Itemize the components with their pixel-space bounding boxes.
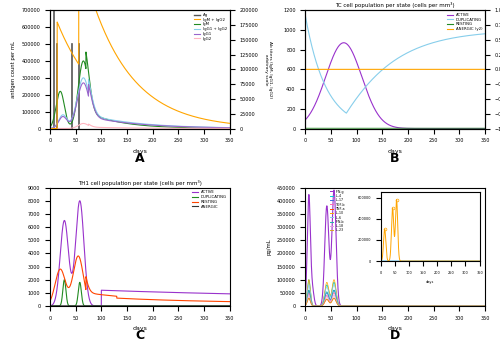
Y-axis label: pg/mL: pg/mL bbox=[266, 239, 271, 255]
Y-axis label: antigen count per mL: antigen count per mL bbox=[11, 41, 16, 98]
Text: B: B bbox=[390, 152, 400, 165]
Legend: ACTIVE, DUPLICATING, RESTING, ANERGIC (y2): ACTIVE, DUPLICATING, RESTING, ANERGIC (y… bbox=[446, 12, 483, 32]
Text: D: D bbox=[390, 329, 400, 340]
Text: C: C bbox=[136, 329, 144, 340]
Legend: IFN-g, IL-4, IL-17, TGF-b, TNF-a, IL-10, IL-6, IFN-b, IL-18, IL-23: IFN-g, IL-4, IL-17, TGF-b, TNF-a, IL-10,… bbox=[330, 189, 346, 233]
X-axis label: days: days bbox=[388, 326, 402, 331]
X-axis label: days: days bbox=[388, 149, 402, 154]
X-axis label: days: days bbox=[132, 149, 148, 154]
Title: TC cell population per state (cells per mm³): TC cell population per state (cells per … bbox=[336, 2, 455, 8]
Legend: ACTIVE, DUPLICATING, RESTING, ANERGIC: ACTIVE, DUPLICATING, RESTING, ANERGIC bbox=[191, 190, 228, 209]
Title: TH1 cell population per state (cells per mm³): TH1 cell population per state (cells per… bbox=[78, 180, 202, 186]
Legend: Ag, IgM + IgG2, IgM, IgG1 + IgG2, IgG1, IgG2: Ag, IgM + IgG2, IgM, IgG1 + IgG2, IgG1, … bbox=[193, 12, 228, 41]
Text: A: A bbox=[135, 152, 144, 165]
X-axis label: days: days bbox=[132, 326, 148, 331]
Y-axis label: Ab titers (IgM, IgG1, IgG2)
arbitrary scale: Ab titers (IgM, IgG1, IgG2) arbitrary sc… bbox=[264, 41, 272, 98]
